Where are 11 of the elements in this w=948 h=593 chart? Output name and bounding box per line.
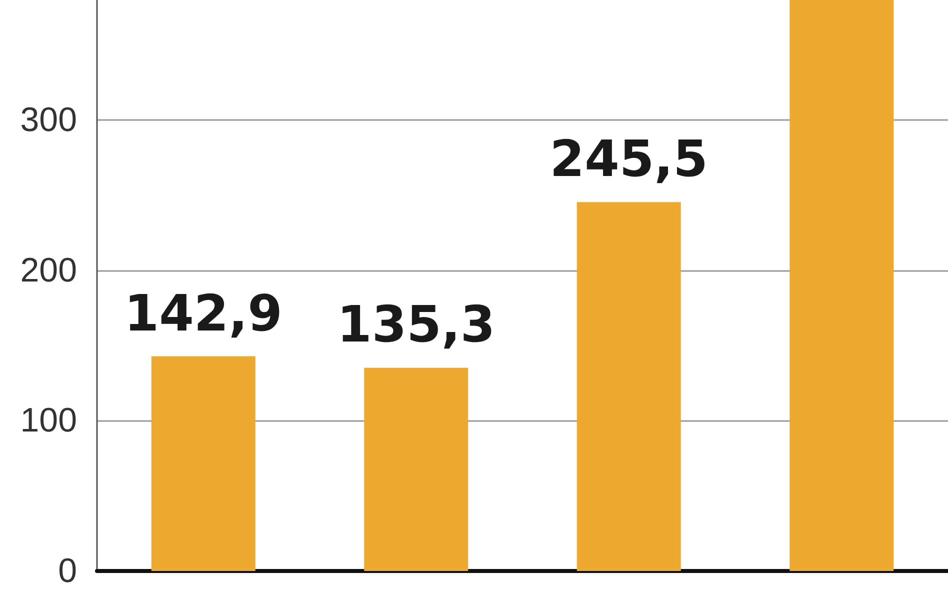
y-tick-label: 100 — [20, 402, 77, 440]
y-tick-label: 0 — [58, 552, 77, 590]
bar — [790, 0, 894, 571]
bar — [151, 356, 256, 571]
bar — [364, 368, 468, 571]
data-label: 135,3 — [337, 296, 496, 354]
bar — [576, 202, 681, 571]
y-tick-label: 300 — [20, 101, 77, 140]
y-tick-label: 200 — [20, 251, 77, 290]
data-label: 142,9 — [124, 284, 282, 342]
data-label: 245,5 — [550, 130, 708, 188]
